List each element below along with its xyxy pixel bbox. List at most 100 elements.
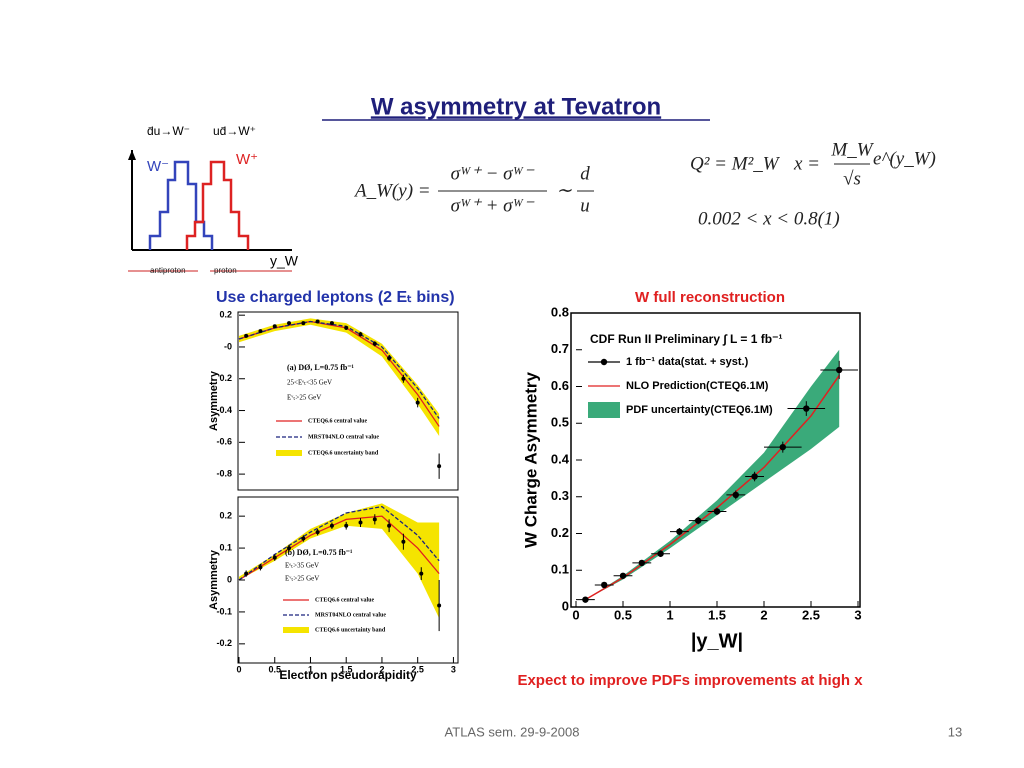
x-tick-label: 1.5 <box>340 664 353 674</box>
data-point <box>836 366 843 374</box>
y-tick-label: 0.2 <box>219 511 232 521</box>
x-axis-label: |y_W| <box>691 630 743 652</box>
data-point <box>713 508 721 515</box>
sketch-label: antiproton <box>150 266 186 275</box>
x-tick-label: 2.5 <box>802 607 820 622</box>
y-tick-label: 0.7 <box>551 341 569 356</box>
data-point <box>401 376 406 381</box>
data-point <box>387 356 392 361</box>
arrow <box>128 150 136 160</box>
legend-entry: PDF uncertainty(CTEQ6.1M) <box>626 404 773 416</box>
legend-entry: CTEQ6.6 uncertainty band <box>315 627 386 633</box>
formula-text: Q² = M²_W <box>690 153 781 174</box>
y-tick-label: 0 <box>562 598 569 613</box>
x-tick-label: 2 <box>379 664 384 674</box>
chart-title: W full reconstruction <box>635 289 785 306</box>
data-point <box>779 443 786 451</box>
sketch: d̄u→W⁻ ud̄→W⁺ W⁻ W⁺ y_W antiproton proto… <box>128 124 299 275</box>
y-tick-label: 0.6 <box>551 378 569 393</box>
data-point <box>344 523 349 528</box>
annotation: Eᵛₜ>25 GeV <box>287 394 321 402</box>
data-point <box>803 405 810 412</box>
x-tick-label: 1.5 <box>708 607 726 622</box>
data-point <box>419 571 424 576</box>
x-tick-label: 0 <box>572 607 579 622</box>
y-tick-label: 0 <box>227 574 232 584</box>
data-point <box>258 329 263 334</box>
data-point <box>638 559 645 567</box>
data-point <box>244 333 249 338</box>
x-tick-label: 3 <box>854 607 861 622</box>
legend-entry: CTEQ6.6 uncertainty band <box>308 450 379 456</box>
data-point <box>244 571 249 576</box>
y-tick-label: -0.4 <box>216 405 232 415</box>
data-point <box>437 464 442 469</box>
sketch-label: W⁻ <box>147 158 169 175</box>
x-axis-label: Electron pseudorapidity <box>279 668 417 682</box>
y-axis-label: W Charge Asymmetry <box>521 371 540 548</box>
x-tick-label: 1 <box>308 664 313 674</box>
formula-q2: Q² = M²_W x = M_W √s e^(y_W) 0.002 < x <… <box>690 139 936 229</box>
data-point <box>619 572 627 579</box>
annotation: Eᵛₜ>25 GeV <box>285 575 319 583</box>
y-tick-label: 0.3 <box>551 488 569 503</box>
formula-asymmetry: A_W(y) = σᵂ⁺ − σᵂ⁻ σᵂ⁺ + σᵂ⁻ ∼ d u <box>353 163 594 216</box>
y-tick-label: 0.1 <box>219 542 232 552</box>
formula-text: σᵂ⁺ − σᵂ⁻ <box>451 163 536 184</box>
formula-text: ∼ <box>556 180 572 201</box>
subtitle: Use charged leptons (2 Eₜ bins) <box>216 289 455 306</box>
y-tick-label: 0.4 <box>551 451 570 466</box>
legend-entry: CTEQ6.6 central value <box>308 418 367 424</box>
page-number: 13 <box>948 724 962 739</box>
data-point <box>301 536 306 541</box>
y-tick-label: -0.1 <box>216 606 232 616</box>
data-point <box>751 473 758 480</box>
data-point <box>372 341 377 346</box>
annotation: Eᵉₜ>35 GeV <box>285 562 319 570</box>
x-tick-label: 2 <box>760 607 767 622</box>
y-tick-label: 0.2 <box>551 525 569 540</box>
data-point <box>437 603 442 608</box>
data-point <box>358 520 363 525</box>
data-point <box>329 523 334 528</box>
y-tick-label: -0.2 <box>216 638 232 648</box>
formula-text: x = <box>793 153 820 174</box>
legend-swatch <box>588 402 620 418</box>
x-tick-label: 1 <box>666 607 673 622</box>
annotation: 25<Eᵉₜ<35 GeV <box>287 379 332 387</box>
data-point <box>582 596 589 603</box>
formula-text: u <box>580 195 590 216</box>
data-point <box>372 517 377 522</box>
y-tick-label: 0.8 <box>551 304 569 319</box>
y-tick-label: -0 <box>224 341 232 351</box>
y-tick-label: -0.6 <box>216 437 232 447</box>
data-point <box>415 400 420 405</box>
w-minus-curve <box>148 160 214 250</box>
data-point <box>329 321 334 326</box>
sketch-label: d̄u→W⁻ <box>147 124 190 138</box>
legend-entry: MRST04NLO central value <box>308 434 379 440</box>
x-tick-label: 0 <box>236 664 241 674</box>
x-tick-label: 3 <box>451 664 456 674</box>
y-tick-label: 0.2 <box>219 373 232 383</box>
x-tick-label: 2.5 <box>411 664 424 674</box>
data-point <box>258 565 263 570</box>
data-point <box>401 539 406 544</box>
legend-entry: MRST04NLO central value <box>315 612 386 618</box>
legend-entry: 1 fb⁻¹ data(stat. + syst.) <box>626 356 749 368</box>
data-point <box>387 523 392 528</box>
sketch-label: proton <box>214 266 237 275</box>
data-point <box>315 319 320 324</box>
annotation: (a) DØ, L=0.75 fb⁻¹ <box>287 363 355 372</box>
x-tick-label: 0.5 <box>614 607 632 622</box>
data-point <box>272 324 277 329</box>
sketch-label: W⁺ <box>236 151 258 168</box>
formula-text: A_W(y) = <box>353 180 431 201</box>
annotation: (b) DØ, L=0.75 fb⁻¹ <box>285 548 353 557</box>
y-axis-label: Asymmetry <box>208 549 220 610</box>
data-point <box>657 550 664 557</box>
data-point <box>272 555 277 560</box>
data-point <box>676 528 683 535</box>
formula-text: d <box>580 163 590 184</box>
